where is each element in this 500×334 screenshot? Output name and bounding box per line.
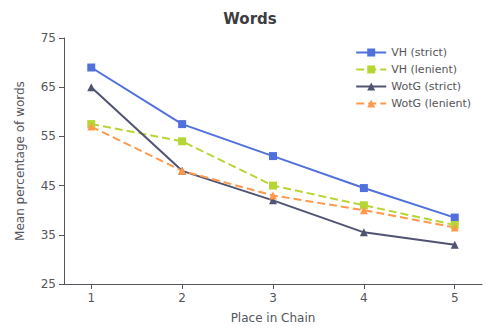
svg-text:45: 45 [41,179,56,193]
svg-text:5: 5 [451,291,459,305]
svg-text:4: 4 [360,291,368,305]
svg-text:35: 35 [41,228,56,242]
svg-text:Place in Chain: Place in Chain [231,311,316,325]
svg-text:75: 75 [41,31,56,45]
svg-text:25: 25 [41,277,56,291]
svg-text:1: 1 [87,291,95,305]
svg-text:WotG (strict): WotG (strict) [391,80,461,93]
svg-text:3: 3 [269,291,277,305]
svg-text:65: 65 [41,80,56,94]
svg-text:VH (strict): VH (strict) [391,46,447,59]
svg-text:Words: Words [223,10,276,28]
svg-text:Mean percentage of words: Mean percentage of words [13,81,27,241]
svg-text:WotG (lenient): WotG (lenient) [391,97,471,110]
svg-text:VH (lenient): VH (lenient) [391,63,457,76]
svg-text:55: 55 [41,129,56,143]
svg-text:2: 2 [178,291,186,305]
